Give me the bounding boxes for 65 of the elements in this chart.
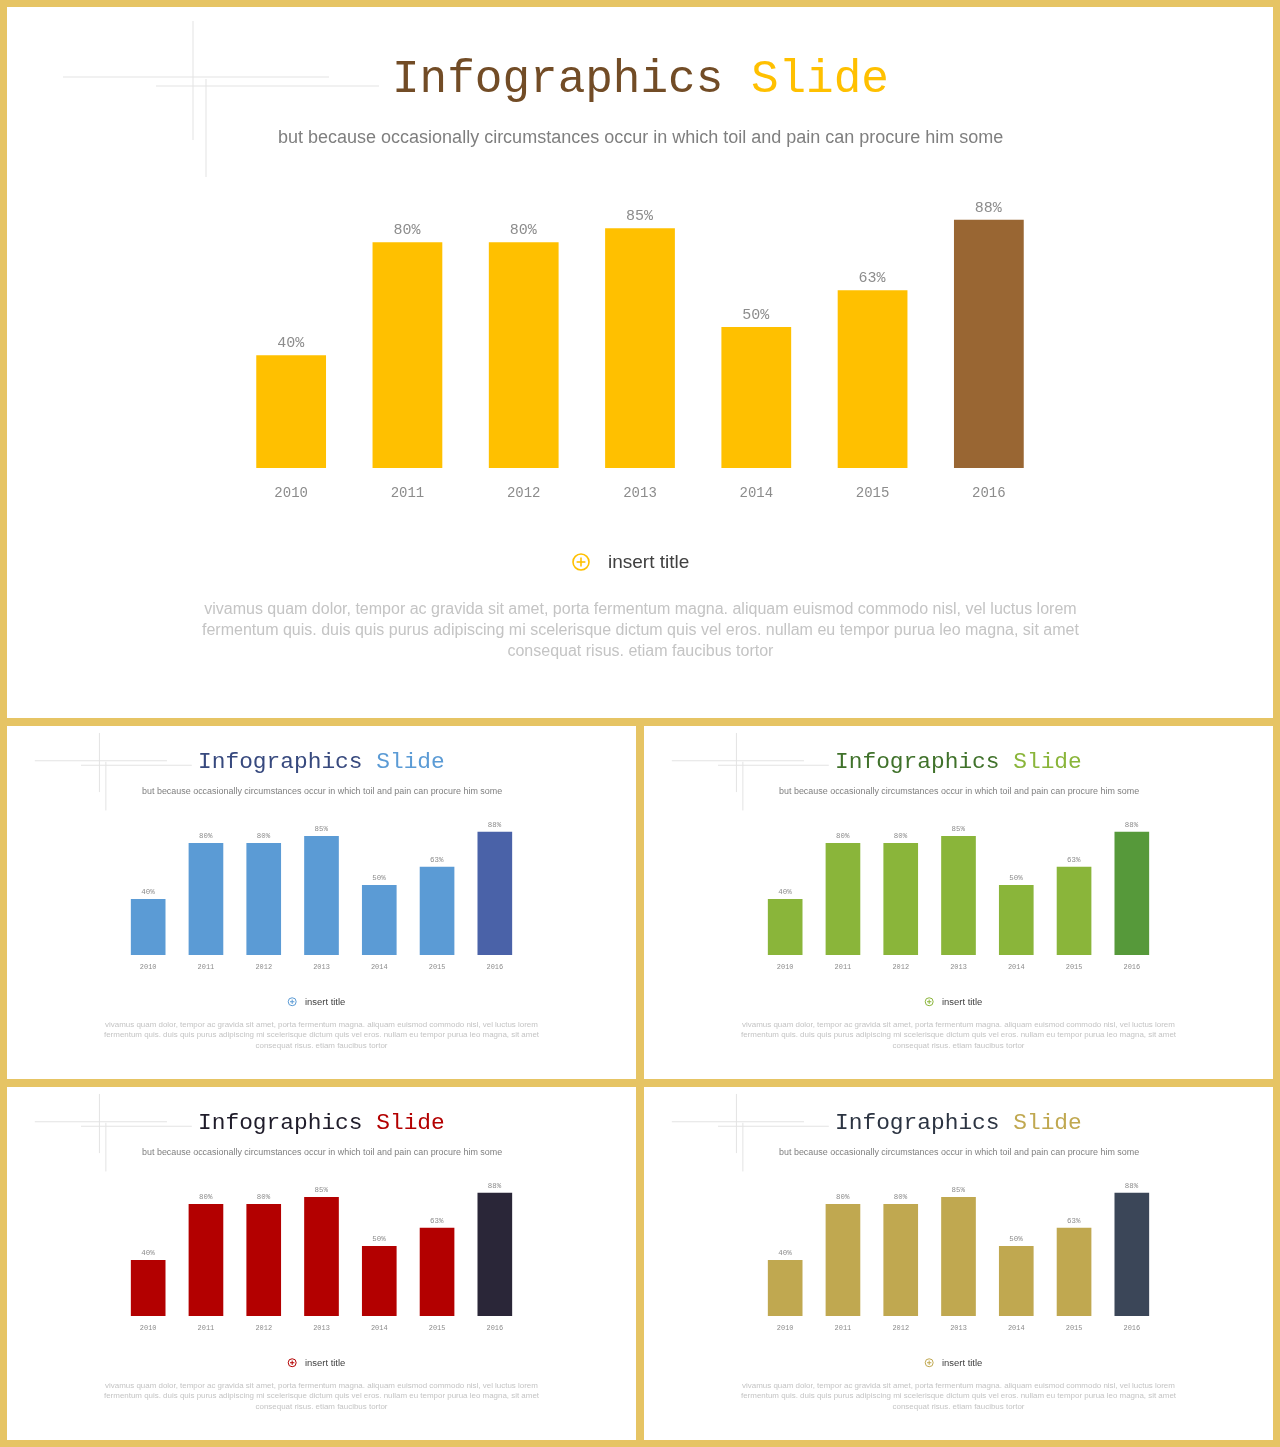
bar bbox=[372, 242, 443, 468]
bar bbox=[361, 1245, 397, 1317]
x-tick-label: 2015 bbox=[855, 485, 890, 501]
data-label: 80% bbox=[509, 222, 538, 240]
bar bbox=[130, 1259, 166, 1317]
bar bbox=[1056, 866, 1092, 956]
chart-title: Infographics Slide bbox=[392, 54, 889, 106]
data-label: 88% bbox=[974, 199, 1003, 217]
chart-subtitle: but because occasionally circumstances occur in which toil and pain can procure him some bbox=[779, 786, 1140, 796]
bar bbox=[767, 898, 803, 956]
bar bbox=[477, 831, 513, 956]
bar bbox=[605, 228, 675, 468]
x-tick-label: 2013 bbox=[623, 485, 657, 501]
text: insert title bbox=[942, 1357, 983, 1368]
data-label: 50% bbox=[742, 306, 771, 324]
bar bbox=[188, 1203, 224, 1317]
text: insert title bbox=[942, 996, 983, 1007]
bar bbox=[837, 290, 908, 468]
bar bbox=[721, 326, 792, 468]
chart-title: Infographics Slide bbox=[835, 1110, 1082, 1136]
bar bbox=[941, 835, 976, 956]
bar bbox=[825, 842, 861, 956]
bar bbox=[130, 898, 166, 956]
x-tick-label: 2016 bbox=[972, 485, 1006, 501]
bar bbox=[419, 866, 455, 956]
text: vivamus quam dolor, tempor ac gravida sit amet, porta fermentum magna. aliquam euismod commodo nisl, vel luctus lorem fermentum quis. duis quis purus adipiscing mi scelerisque dictum quis vel eros. nullam eu tempor purua leo magna, sit amet consequat risus. etiam faucibus tortor bbox=[202, 600, 1080, 659]
bar bbox=[477, 1192, 513, 1317]
bar bbox=[256, 355, 327, 468]
chart-subtitle: but because occasionally circumstances occur in which toil and pain can procure him some bbox=[278, 127, 1004, 147]
bar bbox=[419, 1227, 455, 1317]
bar bbox=[998, 884, 1034, 956]
bar bbox=[883, 842, 919, 956]
chart-subtitle: but because occasionally circumstances occur in which toil and pain can procure him some bbox=[142, 1147, 503, 1157]
bar bbox=[246, 842, 282, 956]
bar bbox=[1114, 1192, 1150, 1317]
bar bbox=[304, 1196, 339, 1317]
chart-subtitle: but because occasionally circumstances occur in which toil and pain can procure him some bbox=[779, 1147, 1140, 1157]
bar bbox=[998, 1245, 1034, 1317]
bar bbox=[188, 842, 224, 956]
x-tick-label: 2010 bbox=[274, 485, 308, 501]
chart-title: Infographics Slide bbox=[835, 749, 1082, 775]
x-tick-label: 2011 bbox=[390, 485, 425, 501]
text: insert title bbox=[608, 551, 690, 572]
x-tick-label: 2012 bbox=[506, 485, 541, 501]
data-label: 80% bbox=[393, 222, 422, 240]
chart-title: Infographics Slide bbox=[198, 1110, 445, 1136]
bar bbox=[883, 1203, 919, 1317]
text: insert title bbox=[305, 996, 346, 1007]
bar bbox=[941, 1196, 976, 1317]
chart-subtitle: but because occasionally circumstances occur in which toil and pain can procure him some bbox=[142, 786, 503, 796]
bar bbox=[246, 1203, 282, 1317]
x-tick-label: 2014 bbox=[739, 485, 774, 501]
bar bbox=[488, 242, 559, 468]
bar bbox=[953, 219, 1024, 468]
bar bbox=[825, 1203, 861, 1317]
data-label: 85% bbox=[626, 208, 654, 226]
data-label: 40% bbox=[277, 335, 306, 353]
bar bbox=[304, 835, 339, 956]
bar bbox=[1114, 831, 1150, 956]
data-label: 63% bbox=[858, 270, 887, 288]
bar bbox=[1056, 1227, 1092, 1317]
bar bbox=[361, 884, 397, 956]
text: insert title bbox=[305, 1357, 346, 1368]
bar bbox=[767, 1259, 803, 1317]
chart-title: Infographics Slide bbox=[198, 749, 445, 775]
